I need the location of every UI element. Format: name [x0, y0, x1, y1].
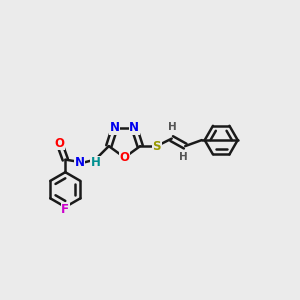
Text: H: H — [179, 152, 188, 163]
Text: H: H — [91, 156, 100, 169]
Text: N: N — [129, 121, 139, 134]
Text: S: S — [152, 140, 161, 153]
Text: O: O — [54, 136, 64, 150]
Text: O: O — [119, 151, 130, 164]
Text: H: H — [168, 122, 177, 132]
Text: N: N — [110, 121, 120, 134]
Text: F: F — [61, 203, 69, 217]
Text: N: N — [75, 156, 85, 169]
